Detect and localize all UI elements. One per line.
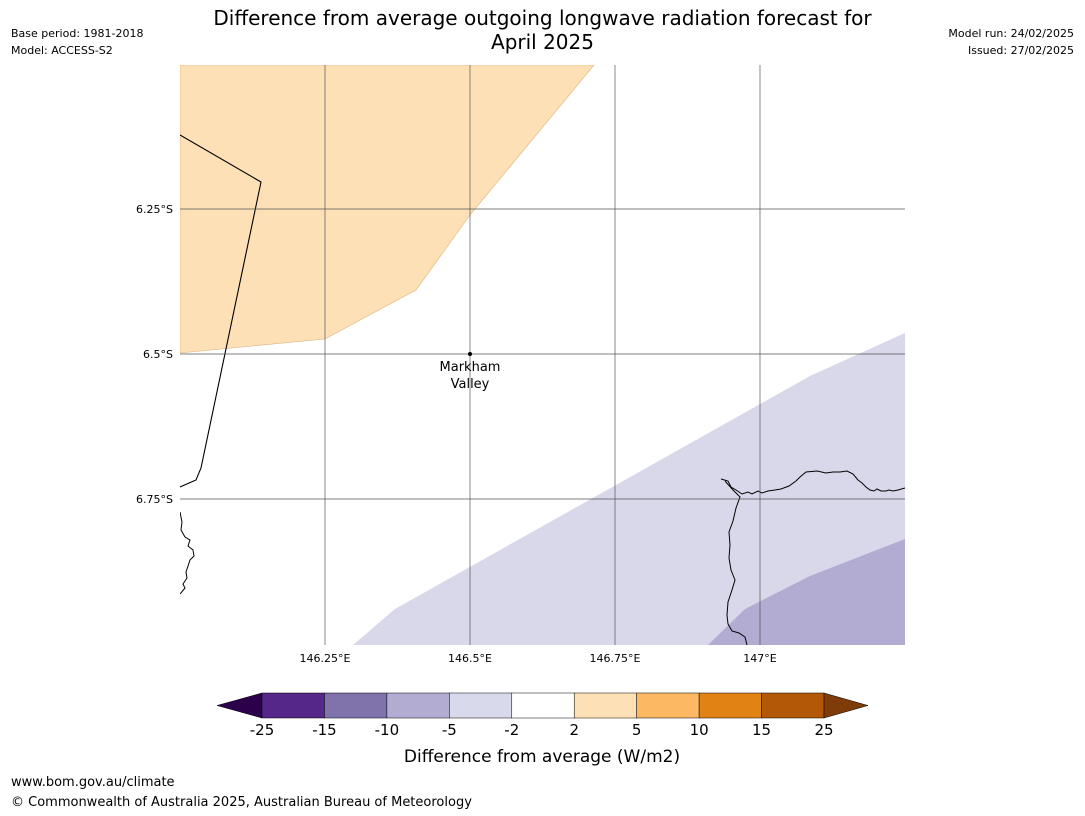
colorbar-segment <box>324 692 388 719</box>
footer-copyright: © Commonwealth of Australia 2025, Austra… <box>11 795 472 810</box>
coastline-east <box>720 470 905 495</box>
colorbar-segment <box>261 692 325 719</box>
title-line-2: April 2025 <box>491 30 594 54</box>
lon-label-146-75: 146.75°E <box>590 652 641 665</box>
colorbar-extend-high <box>823 692 869 719</box>
colorbar-tick-label: -5 <box>442 721 457 739</box>
colorbar-segment <box>761 692 825 719</box>
colorbar-segment <box>698 692 762 719</box>
anomaly-negative-region-light <box>353 333 905 645</box>
lon-label-146-25: 146.25°E <box>300 652 351 665</box>
coastline-west <box>180 511 195 595</box>
model-run: Model run: 24/02/2025 <box>948 27 1074 40</box>
footer-url: www.bom.gov.au/climate <box>11 775 175 790</box>
lat-label-6-75: 6.75°S <box>136 493 173 506</box>
place-label-line-2: Valley <box>451 377 490 392</box>
map: Markham Valley 6.25°S 6.5°S 6.75°S 146.2… <box>136 65 905 665</box>
graticule <box>180 65 905 645</box>
colorbar-extend-low <box>216 692 263 719</box>
colorbar-tick-label: -2 <box>504 721 519 739</box>
colorbar-tick-label: 2 <box>569 721 579 739</box>
issued-date: Issued: 27/02/2025 <box>967 44 1074 57</box>
anomaly-negative-region-medium <box>708 539 905 645</box>
colorbar-tick-label: 15 <box>752 721 771 739</box>
colorbar-title: Difference from average (W/m2) <box>404 747 680 767</box>
colorbar-segment <box>636 692 700 719</box>
border-line <box>180 134 262 488</box>
place-label-line-1: Markham <box>440 360 501 375</box>
colorbar-segment <box>386 692 450 719</box>
colorbar-segment <box>449 692 513 719</box>
base-period: Base period: 1981-2018 <box>11 27 144 40</box>
page-title: Difference from average outgoing longwav… <box>0 6 1085 54</box>
colorbar-tick-label: -10 <box>375 721 400 739</box>
title-line-1: Difference from average outgoing longwav… <box>213 6 872 30</box>
lon-label-147: 147°E <box>743 652 776 665</box>
colorbar: -25 -15 -10 -5 -2 2 5 10 15 25 <box>216 692 869 739</box>
lat-label-6-5: 6.5°S <box>143 348 173 361</box>
colorbar-segment <box>573 692 637 719</box>
river-line <box>724 480 748 645</box>
colorbar-segment <box>511 692 575 719</box>
model-name: Model: ACCESS-S2 <box>11 44 113 57</box>
colorbar-tick-label: 10 <box>690 721 709 739</box>
colorbar-tick-label: 5 <box>632 721 642 739</box>
colorbar-tick-label: 25 <box>814 721 833 739</box>
colorbar-tick-label: -15 <box>312 721 337 739</box>
colorbar-tick-label: -25 <box>250 721 275 739</box>
colorbar-legend: -25 -15 -10 -5 -2 2 5 10 15 25 Difference from av… <box>216 692 869 767</box>
place-marker <box>468 352 472 356</box>
lat-label-6-25: 6.25°S <box>136 203 173 216</box>
lon-label-146-5: 146.5°E <box>448 652 492 665</box>
